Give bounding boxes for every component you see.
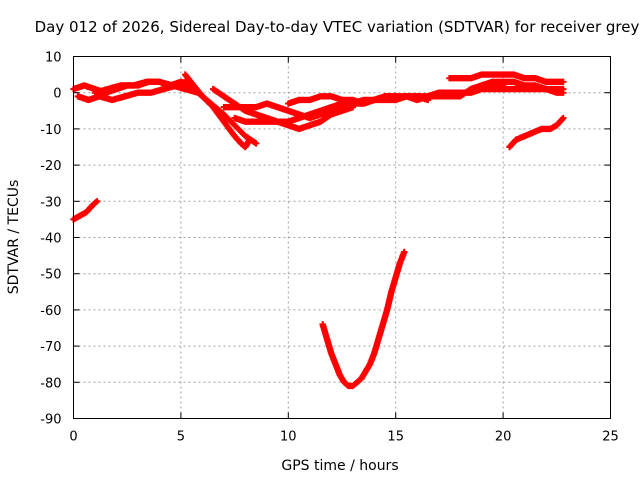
y-tick-label: -90 <box>40 413 61 428</box>
y-tick-label: -20 <box>40 159 61 174</box>
marker-trace <box>506 114 567 151</box>
series-arc-12 <box>446 71 567 86</box>
grid-layer <box>73 56 611 419</box>
x-tick-label: 0 <box>69 430 77 445</box>
data-layer <box>70 71 567 390</box>
y-axis-label: SDTVAR / TECUs <box>6 180 22 295</box>
marker-trace <box>319 248 408 390</box>
y-tick-label: -70 <box>40 340 61 355</box>
chart-title: Day 012 of 2026, Sidereal Day-to-day VTE… <box>35 18 640 36</box>
y-tick-label: -80 <box>40 376 61 391</box>
series-arc-15 <box>319 248 408 390</box>
series-arc-7 <box>220 100 356 122</box>
series-arc-13 <box>478 78 567 96</box>
series-arc-3 <box>74 78 197 104</box>
y-tick-label: -10 <box>40 123 61 138</box>
x-tick-label: 25 <box>602 430 619 445</box>
y-tick-label: 10 <box>45 51 62 66</box>
y-tick-label: -50 <box>40 268 61 283</box>
x-tick-label: 15 <box>387 430 404 445</box>
x-tick-label: 20 <box>495 430 512 445</box>
y-tick-label: -60 <box>40 304 61 319</box>
series-arc-5 <box>181 71 253 151</box>
tick-layer: 0 5 10 15 20 25 10 0 -10 -20 -30 -40 -50 -60 -70 -80 -90 <box>40 51 619 445</box>
series-arc-14 <box>506 114 567 151</box>
y-tick-label: -30 <box>40 195 61 210</box>
x-tick-label: 5 <box>177 430 185 445</box>
y-tick-label: -40 <box>40 232 61 247</box>
x-axis-label: GPS time / hours <box>281 458 398 474</box>
x-tick-label: 10 <box>280 430 297 445</box>
y-tick-label: 0 <box>53 87 61 102</box>
